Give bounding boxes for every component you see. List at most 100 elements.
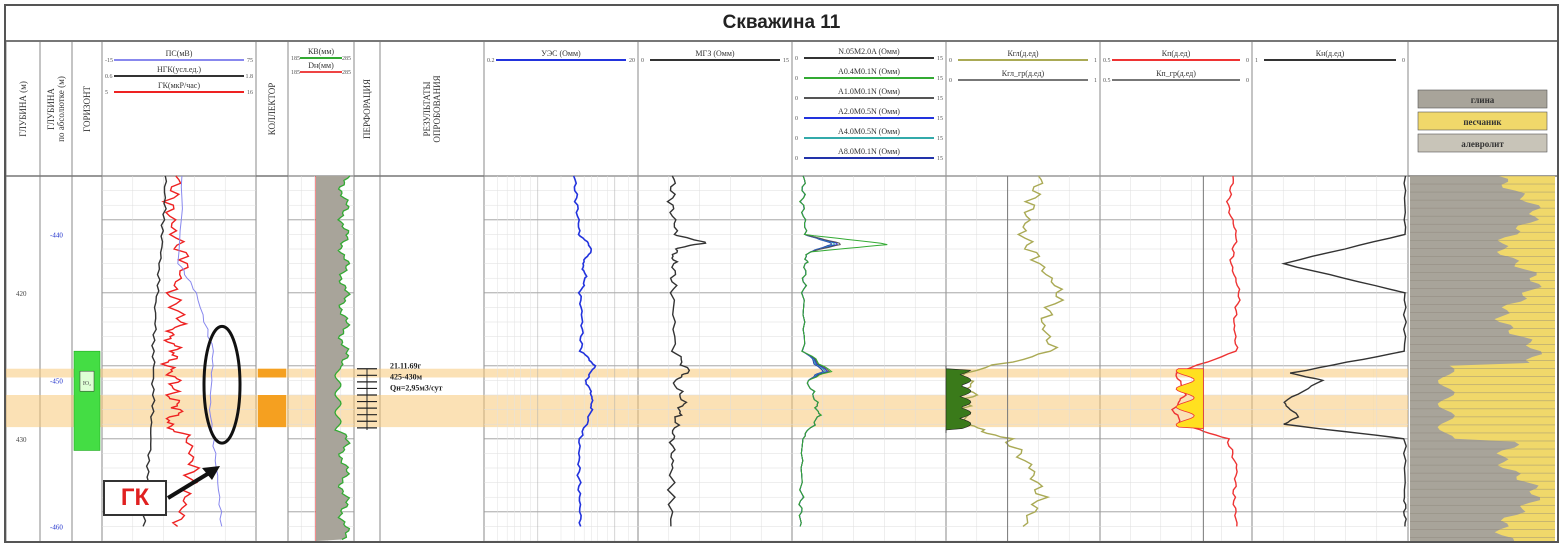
track1-header-min: -15 (105, 58, 113, 64)
well-log-frame: Скважина 11 ГЛУБИНА (м) ГЛУБИНА по абсолют… (4, 4, 1559, 543)
bkz-header-min: 0 (795, 56, 798, 62)
bkz-curve (798, 175, 888, 527)
result-line: Qн=2,95м3/сут (390, 384, 443, 393)
bkz-header-max: 15 (937, 116, 943, 122)
track1-header-max: 1.8 (246, 74, 254, 80)
bkz-header-min: 0 (795, 116, 798, 122)
track1-header-label: ГК(мкР/час) (158, 81, 200, 90)
well-log-chart: ГЛУБИНА (м) ГЛУБИНА по абсолютке (м) ГОРИЗО… (6, 42, 1557, 541)
results-column-header: РЕЗУЛЬТАТЫ ОПРОБОВАНИЯ (422, 75, 442, 142)
abs-depth-tick-label: -450 (50, 377, 63, 385)
kv-header-label: КВ(мм) (308, 47, 334, 56)
track1-header-max: 75 (247, 58, 253, 64)
perforation-column-header: ПЕРФОРАЦИЯ (362, 79, 372, 139)
kgl-header-max: 1 (1094, 78, 1097, 84)
svg-text:ГЛУБИНА: ГЛУБИНА (46, 88, 56, 130)
lithology-legend-swatch (1417, 111, 1548, 131)
svg-text:ГЛУБИНА (м): ГЛУБИНА (м) (18, 81, 28, 137)
ngk-curve (142, 175, 168, 527)
svg-text:ГОРИЗОНТ: ГОРИЗОНТ (82, 86, 92, 132)
bkz-header-max: 15 (937, 96, 943, 102)
page-title: Скважина 11 (6, 6, 1557, 42)
kgl-curve (956, 175, 1065, 527)
kn-header-label: Кн(д.ед) (1316, 49, 1345, 58)
caliper-fill (316, 176, 350, 541)
bkz-header-min: 0 (795, 76, 798, 82)
highlight-interval (6, 368, 1408, 378)
kp-header-label: Кп_гр(д.ед) (1156, 69, 1196, 78)
kn-header-max: 0 (1402, 58, 1405, 64)
collector-interval (258, 368, 286, 378)
kv-header-max: 285 (342, 70, 351, 76)
lithology-legend-label: алевролит (1461, 139, 1504, 149)
bkz-header-label: A1.0M0.1N (Омм) (838, 87, 900, 96)
kn-header-min: 1 (1255, 58, 1258, 64)
kp-collector-fill (1175, 368, 1204, 430)
bkz-header-max: 15 (937, 156, 943, 162)
horizon-label: Ю₂ (83, 381, 91, 387)
svg-text:РЕЗУЛЬТАТЫ: РЕЗУЛЬТАТЫ (422, 81, 432, 136)
gk-highlight-ellipse (202, 324, 242, 445)
depth-tick-label: 430 (16, 436, 27, 444)
horizon-marker (73, 350, 101, 451)
kv-header-min: 185 (291, 56, 300, 62)
svg-text:КОЛЛЕКТОР: КОЛЛЕКТОР (267, 83, 277, 135)
bkz-header-max: 15 (937, 76, 943, 82)
uez-header-label: УЭС (Омм) (541, 49, 581, 58)
svg-text:ПЕРФОРАЦИЯ: ПЕРФОРАЦИЯ (362, 79, 372, 139)
bkz-header-max: 15 (937, 136, 943, 142)
abs-depth-tick-label: -440 (50, 231, 63, 239)
kgl-header-label: Кгл_гр(д.ед) (1002, 69, 1045, 78)
horizon-label-box (79, 370, 95, 392)
kp-header-label: Кп(д.ед) (1162, 49, 1191, 58)
kp-header-max: 0 (1246, 78, 1249, 84)
lithology-legend-label: глина (1471, 95, 1495, 105)
gk-annotation-label: ГК (103, 480, 167, 516)
caliper-curve (334, 175, 351, 541)
mgz-curve (666, 175, 707, 527)
kgl-header-max: 1 (1094, 58, 1097, 64)
svg-text:по абсолютке (м): по абсолютке (м) (56, 76, 66, 142)
bkz-header-min: 0 (795, 156, 798, 162)
kgl-header-label: Кгл(д.ед) (1007, 49, 1038, 58)
gk-arrow-head (202, 466, 220, 480)
kp-header-max: 0 (1246, 58, 1249, 64)
bkz-header-min: 0 (795, 96, 798, 102)
lithology-legend-label: песчаник (1463, 117, 1502, 127)
bkz-header-label: N.05M2.0A (Омм) (838, 47, 900, 56)
kgl-header-min: 0 (949, 78, 952, 84)
gk-arrow-shaft (166, 468, 216, 500)
kgl-header-min: 0 (949, 58, 952, 64)
kn-curve (1281, 175, 1407, 527)
kv-header-max: 285 (342, 56, 351, 62)
abs-depth-column-header: ГЛУБИНА по абсолютке (м) (46, 76, 66, 142)
bkz-header-label: A2.0M0.5N (Омм) (838, 107, 900, 116)
bkz-header-label: A8.0M0.1N (Омм) (838, 147, 900, 156)
bkz-header-min: 0 (795, 136, 798, 142)
collector-interval (258, 395, 286, 428)
kp-header-min: 0.5 (1103, 58, 1111, 64)
track1-header-min: 0.6 (105, 74, 113, 80)
svg-text:ОПРОБОВАНИЯ: ОПРОБОВАНИЯ (432, 75, 442, 142)
track1-header-max: 16 (247, 90, 253, 96)
lithology-legend-swatch (1417, 133, 1548, 153)
kv-header-min: 185 (291, 70, 300, 76)
bkz-header-max: 15 (937, 56, 943, 62)
collector-column-header: КОЛЛЕКТОР (267, 83, 277, 135)
mgz-header-min: 0 (641, 58, 644, 64)
kp-header-min: 0.5 (1103, 78, 1111, 84)
result-line: 425-430м (390, 373, 423, 382)
track1-header-label: НГК(усл.ед.) (157, 65, 201, 74)
depth-tick-label: 420 (16, 290, 27, 298)
kv-header-label: Dн(мм) (308, 61, 334, 70)
track1-header-label: ПС(мВ) (166, 49, 193, 58)
horizon-column-header: ГОРИЗОНТ (82, 86, 92, 132)
lithology-sand (1437, 176, 1555, 541)
gk-curve (159, 175, 201, 527)
bkz-header-label: A0.4M0.1N (Омм) (838, 67, 900, 76)
mgz-header-label: МГЗ (Омм) (695, 49, 735, 58)
abs-depth-tick-label: -460 (50, 523, 63, 531)
track1-header-min: 5 (105, 90, 108, 96)
lithology-legend-swatch (1417, 89, 1548, 109)
uez-header-max: 20 (629, 58, 635, 64)
